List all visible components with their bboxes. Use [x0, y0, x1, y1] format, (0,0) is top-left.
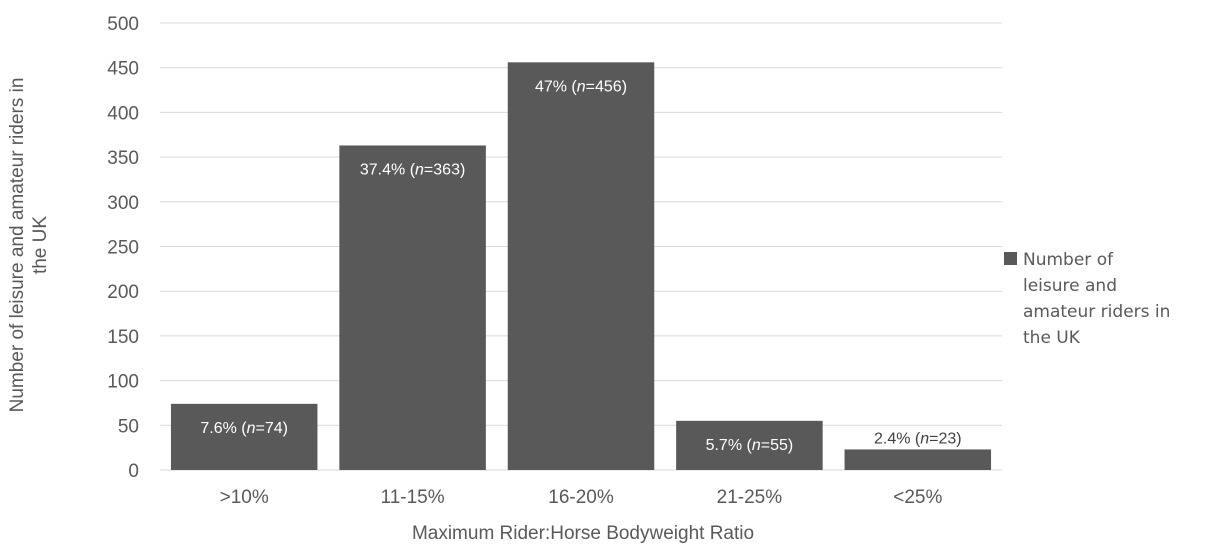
data-label: 2.4% (n=23) [874, 430, 962, 447]
x-tick-label: <25% [893, 487, 942, 508]
x-tick-label: 21-25% [717, 487, 783, 508]
y-tick-label: 0 [128, 461, 139, 482]
y-tick-label: 350 [107, 148, 139, 169]
legend-label-line-4: the UK [1023, 328, 1081, 348]
bar [507, 62, 655, 470]
y-axis-title: Number of leisure and amateur riders in … [7, 78, 51, 413]
y-tick-label: 250 [107, 238, 139, 259]
bar [339, 145, 486, 470]
legend-swatch [1004, 252, 1017, 265]
y-tick-label: 200 [107, 282, 139, 303]
bar [676, 420, 823, 470]
x-tick-label: 16-20% [548, 487, 614, 508]
x-axis-ticks: >10% 11-15% 16-20% 21-25% <25% [220, 487, 943, 508]
y-axis-title-line-2: the UK [30, 216, 51, 274]
data-label: 5.7% (n=55) [706, 437, 794, 454]
x-tick-label: >10% [220, 487, 269, 508]
y-tick-label: 150 [107, 327, 139, 348]
bar [170, 403, 318, 470]
x-tick-label: 11-15% [381, 487, 445, 508]
bars [170, 62, 992, 470]
y-tick-label: 500 [107, 14, 139, 35]
y-axis-title-line-1: Number of leisure and amateur riders in [7, 78, 28, 413]
x-axis-title: Maximum Rider:Horse Bodyweight Ratio [412, 523, 754, 544]
legend-label-line-1: Number of [1023, 250, 1114, 270]
bar [844, 449, 992, 470]
data-label: 37.4% (n=363) [360, 161, 465, 178]
data-label: 7.6% (n=74) [200, 420, 288, 437]
y-tick-label: 300 [107, 193, 139, 214]
bar-labels: 7.6% (n=74) 37.4% (n=363) 47% (n=456) 5.7% … [200, 78, 961, 453]
y-tick-label: 450 [107, 59, 139, 80]
legend: Number of leisure and amateur riders in … [1004, 250, 1170, 348]
y-tick-label: 400 [107, 103, 139, 124]
data-label: 47% (n=456) [535, 78, 627, 95]
legend-label-line-2: leisure and [1023, 276, 1117, 296]
y-tick-label: 100 [107, 372, 139, 393]
y-tick-label: 50 [118, 416, 139, 437]
legend-label-line-3: amateur riders in [1023, 302, 1170, 322]
y-axis-ticks: 0 50 100 150 200 250 300 350 400 450 500 [107, 14, 139, 482]
